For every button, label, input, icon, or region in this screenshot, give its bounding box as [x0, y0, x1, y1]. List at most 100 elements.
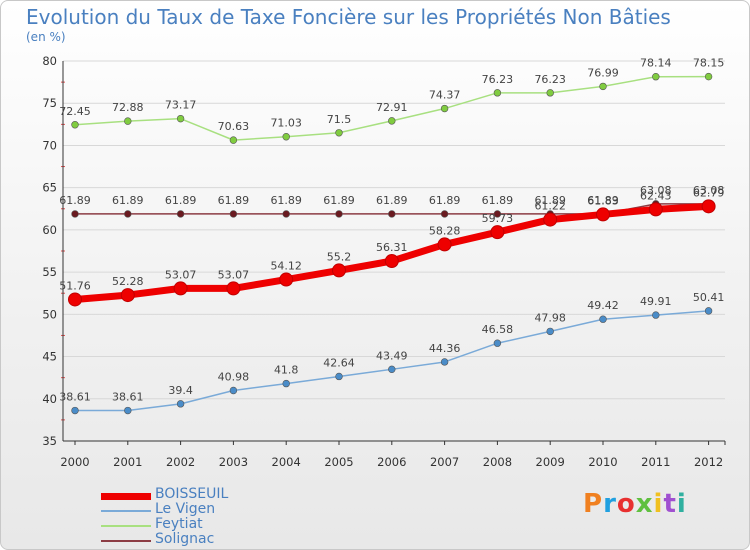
data-label-solignac: 61.89 — [429, 194, 461, 207]
data-label-boisseuil: 59.73 — [482, 212, 514, 225]
chart-title: Evolution du Taux de Taxe Foncière sur l… — [26, 5, 671, 29]
y-tick-label: 50 — [42, 307, 57, 321]
data-point-boisseuil — [437, 237, 452, 252]
data-label-boisseuil: 62.79 — [693, 186, 725, 199]
logo-letter: x — [635, 489, 654, 519]
data-label-le-vigen: 50.41 — [693, 291, 725, 304]
data-point-le-vigen — [440, 358, 449, 366]
logo-letter: r — [603, 489, 617, 519]
x-tick-label: 2010 — [588, 455, 617, 469]
data-point-feytiat — [335, 129, 343, 137]
logo-letter: t — [663, 489, 677, 519]
legend-label: Solignac — [155, 531, 215, 547]
series-group — [68, 72, 716, 415]
data-point-boisseuil — [279, 272, 294, 287]
data-label-boisseuil: 51.76 — [59, 279, 91, 292]
data-label-feytiat: 78.14 — [640, 57, 672, 70]
data-point-feytiat — [493, 89, 502, 97]
y-tick-label: 60 — [42, 223, 57, 237]
y-tick-label: 40 — [42, 392, 57, 406]
x-tick-label: 2000 — [60, 455, 89, 469]
data-point-feytiat — [388, 117, 396, 125]
data-point-solignac — [440, 210, 449, 218]
data-point-boisseuil — [173, 281, 188, 296]
data-label-boisseuil: 56.31 — [376, 241, 408, 254]
x-tick-label: 2005 — [324, 455, 353, 469]
logo-letter: i — [653, 489, 664, 519]
x-tick-label: 2007 — [430, 455, 459, 469]
data-label-solignac: 63.08 — [640, 184, 672, 197]
data-point-feytiat — [652, 73, 660, 81]
x-tick-label: 2011 — [641, 455, 670, 469]
data-point-solignac — [71, 210, 79, 218]
data-label-le-vigen: 39.4 — [168, 384, 193, 397]
data-point-boisseuil — [543, 212, 558, 227]
data-label-solignac: 61.89 — [376, 194, 408, 207]
data-point-feytiat — [546, 89, 554, 97]
data-point-le-vigen — [176, 400, 185, 408]
data-label-solignac: 61.89 — [534, 194, 566, 207]
data-point-solignac — [282, 210, 290, 218]
data-point-solignac — [335, 210, 343, 218]
data-point-boisseuil — [648, 202, 663, 217]
data-label-le-vigen: 40.98 — [218, 371, 250, 384]
legend-swatch — [101, 492, 151, 500]
data-label-solignac: 61.89 — [270, 194, 302, 207]
axes: 35 40 45 50 55 60 65 70 75 80 2000 2001 2002 2003 2004… — [42, 54, 726, 469]
data-label-feytiat: 74.37 — [429, 89, 461, 102]
data-point-le-vigen — [124, 406, 132, 415]
x-tick-label: 2002 — [166, 455, 195, 469]
data-point-le-vigen — [652, 311, 660, 319]
legend-label: Feytiat — [155, 516, 203, 532]
data-label-feytiat: 78.15 — [693, 57, 725, 70]
data-point-solignac — [176, 210, 185, 218]
x-tick-label: 2012 — [694, 455, 723, 469]
x-tick-label: 2001 — [113, 455, 142, 469]
y-tick-label: 35 — [42, 434, 57, 448]
data-label-feytiat: 71.03 — [270, 117, 302, 130]
legend-label: Le Vigen — [155, 501, 216, 517]
data-label-feytiat: 73.17 — [165, 99, 197, 112]
data-point-solignac — [493, 210, 502, 218]
data-label-le-vigen: 38.61 — [112, 391, 144, 404]
logo-letter: o — [616, 489, 636, 519]
data-label-le-vigen: 49.91 — [640, 295, 672, 308]
data-label-boisseuil: 61.22 — [534, 200, 566, 213]
data-labels: 38.61 38.61 39.4 40.98 41.8 42.64 43.49 44.36 46… — [59, 57, 724, 404]
data-point-feytiat — [71, 121, 79, 129]
x-tick-label: 2006 — [377, 455, 406, 469]
data-label-feytiat: 76.99 — [587, 66, 619, 79]
data-label-boisseuil: 54.12 — [270, 260, 302, 273]
data-label-feytiat: 71.5 — [327, 113, 352, 126]
data-point-le-vigen — [388, 365, 396, 374]
x-tick-label: 2008 — [483, 455, 512, 469]
x-tick-label: 2003 — [219, 455, 248, 469]
data-point-le-vigen — [599, 315, 607, 323]
data-point-boisseuil — [384, 254, 399, 269]
data-point-boisseuil — [226, 281, 241, 296]
data-point-boisseuil — [120, 288, 135, 303]
data-point-le-vigen — [493, 339, 502, 347]
data-label-boisseuil: 61.83 — [587, 194, 619, 207]
data-label-solignac: 61.89 — [112, 194, 144, 207]
data-label-feytiat: 76.23 — [482, 73, 514, 86]
data-point-le-vigen — [71, 406, 79, 415]
data-label-boisseuil: 58.28 — [429, 224, 461, 237]
data-point-boisseuil — [596, 207, 610, 222]
x-tick-label: 2009 — [536, 455, 565, 469]
data-label-solignac: 61.89 — [165, 194, 197, 207]
data-point-feytiat — [229, 136, 238, 144]
data-label-le-vigen: 38.61 — [59, 391, 91, 404]
data-label-solignac: 61.89 — [59, 194, 91, 207]
data-point-le-vigen — [282, 379, 290, 388]
data-label-feytiat: 72.45 — [59, 105, 91, 118]
y-tick-label: 65 — [42, 181, 57, 195]
data-label-solignac: 61.89 — [587, 194, 619, 207]
legend-label: BOISSEUIL — [155, 486, 229, 502]
logo-letter: P — [583, 489, 604, 519]
data-point-boisseuil — [701, 199, 716, 214]
data-point-feytiat — [704, 72, 713, 81]
data-label-boisseuil: 55.2 — [327, 250, 352, 263]
data-point-feytiat — [282, 133, 290, 141]
